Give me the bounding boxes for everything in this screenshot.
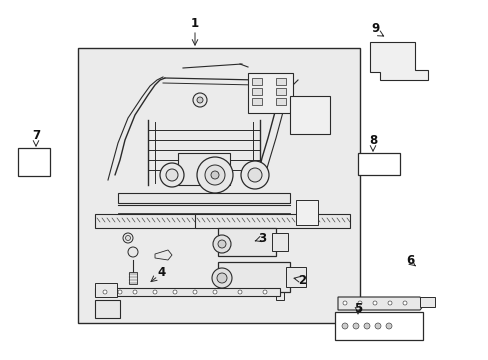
Circle shape: [385, 323, 391, 329]
Bar: [20, 152, 48, 162]
Bar: [291, 99, 327, 107]
Bar: [95, 283, 117, 297]
Circle shape: [374, 323, 380, 329]
Circle shape: [210, 171, 219, 179]
Circle shape: [103, 290, 107, 294]
Bar: [18, 148, 50, 176]
Circle shape: [213, 290, 217, 294]
Bar: [251, 98, 262, 105]
Bar: [390, 156, 394, 172]
Text: 4: 4: [158, 266, 166, 279]
Bar: [419, 297, 434, 307]
Text: 9: 9: [371, 22, 379, 35]
Bar: [285, 267, 305, 287]
Text: 2: 2: [297, 274, 305, 287]
Bar: [275, 98, 285, 105]
Text: 8: 8: [368, 134, 376, 147]
Bar: [289, 96, 329, 134]
Bar: [195, 214, 349, 228]
Bar: [95, 288, 280, 296]
Polygon shape: [337, 297, 423, 310]
Bar: [384, 156, 388, 172]
Circle shape: [363, 323, 369, 329]
Bar: [337, 315, 419, 337]
Circle shape: [241, 161, 268, 189]
Circle shape: [372, 301, 376, 305]
Circle shape: [402, 301, 406, 305]
Bar: [384, 57, 395, 65]
Circle shape: [341, 323, 347, 329]
Bar: [366, 156, 370, 172]
Bar: [357, 153, 399, 175]
Bar: [295, 200, 317, 225]
Circle shape: [165, 169, 178, 181]
Circle shape: [133, 290, 137, 294]
Bar: [247, 73, 292, 113]
Bar: [275, 78, 285, 85]
Bar: [275, 280, 284, 300]
Bar: [378, 156, 382, 172]
Bar: [118, 193, 289, 203]
Bar: [360, 156, 364, 172]
Bar: [20, 162, 48, 172]
Circle shape: [153, 290, 157, 294]
Circle shape: [123, 233, 133, 243]
Bar: [334, 312, 422, 340]
Bar: [384, 45, 395, 55]
Bar: [218, 262, 289, 292]
Circle shape: [247, 168, 262, 182]
Bar: [372, 156, 376, 172]
Polygon shape: [155, 250, 172, 260]
Text: 5: 5: [353, 302, 362, 315]
Bar: [178, 153, 229, 185]
Circle shape: [217, 273, 226, 283]
Bar: [78, 48, 359, 323]
Polygon shape: [369, 42, 427, 80]
Circle shape: [173, 290, 177, 294]
Circle shape: [352, 323, 358, 329]
Circle shape: [213, 235, 230, 253]
Bar: [397, 57, 408, 65]
Circle shape: [218, 240, 225, 248]
Bar: [97, 302, 118, 316]
Circle shape: [342, 301, 346, 305]
Bar: [382, 42, 410, 68]
Circle shape: [193, 93, 206, 107]
Bar: [297, 202, 315, 212]
Circle shape: [212, 268, 231, 288]
Bar: [291, 121, 327, 129]
Bar: [251, 88, 262, 95]
Circle shape: [357, 301, 361, 305]
Text: 6: 6: [405, 253, 413, 266]
Bar: [95, 300, 120, 318]
Circle shape: [197, 157, 232, 193]
Circle shape: [125, 235, 130, 240]
Bar: [251, 78, 262, 85]
Text: 7: 7: [32, 129, 40, 141]
Circle shape: [197, 97, 203, 103]
Bar: [95, 214, 209, 228]
Text: 1: 1: [190, 17, 199, 30]
Bar: [275, 88, 285, 95]
Bar: [218, 228, 275, 256]
Circle shape: [193, 290, 197, 294]
Circle shape: [387, 301, 391, 305]
Bar: [291, 110, 327, 118]
Circle shape: [263, 290, 266, 294]
Circle shape: [238, 290, 242, 294]
Bar: [397, 45, 408, 55]
Text: 3: 3: [257, 231, 265, 244]
Bar: [271, 233, 287, 251]
Circle shape: [118, 290, 122, 294]
Circle shape: [128, 247, 138, 257]
Circle shape: [204, 165, 224, 185]
Bar: [129, 272, 137, 284]
Circle shape: [160, 163, 183, 187]
